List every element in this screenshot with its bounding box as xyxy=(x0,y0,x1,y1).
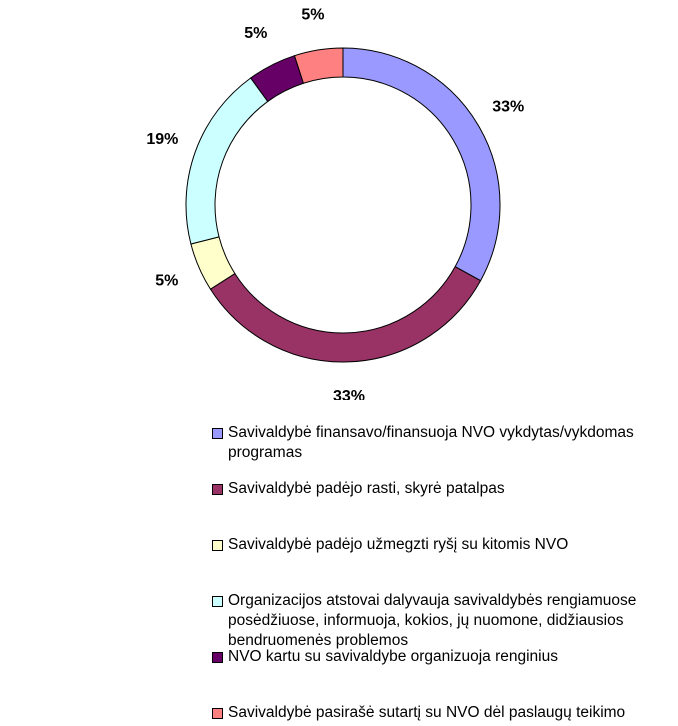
value-label: 33% xyxy=(492,98,524,115)
value-label: 5% xyxy=(244,25,267,42)
legend-swatch xyxy=(212,540,223,551)
legend-label: NVO kartu su savivaldybe organizuoja ren… xyxy=(228,648,558,665)
donut-slice xyxy=(185,77,269,245)
legend-label: Savivaldybė padėjo užmegzti ryšį su kito… xyxy=(228,536,569,553)
donut-area: 33% 33% 5% 19% 5% 5% xyxy=(146,7,524,400)
legend-swatch xyxy=(212,652,223,663)
legend-swatch xyxy=(212,484,223,495)
legend-label: Savivaldybė padėjo rasti, skyrė patalpas xyxy=(228,480,505,497)
donut-slice xyxy=(293,47,344,84)
value-label: 19% xyxy=(146,131,178,148)
legend-swatch xyxy=(212,596,223,607)
value-label: 5% xyxy=(155,272,178,289)
donut-slice xyxy=(209,265,482,363)
legend-swatch xyxy=(212,708,223,719)
donut-slice xyxy=(342,47,501,282)
legend-label: Organizacijos atstovai dalyvauja savival… xyxy=(228,592,637,649)
legend-label: Savivaldybė pasirašė sutartį su NVO dėl … xyxy=(228,704,626,721)
legend-swatch xyxy=(212,428,223,439)
value-label: 5% xyxy=(301,7,324,24)
legend-label: Savivaldybė finansavo/finansuoja NVO vyk… xyxy=(228,424,634,461)
value-label: 33% xyxy=(333,388,365,400)
